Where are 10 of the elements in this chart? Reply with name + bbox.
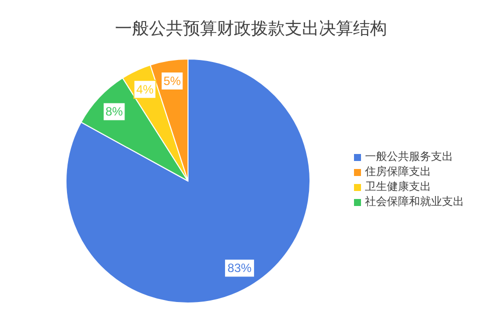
legend-label: 住房保障支出 [365,166,431,178]
data-label: 5% [163,74,182,88]
legend-label: 社会保障和就业支出 [365,196,464,208]
legend-label: 一般公共服务支出 [365,151,453,163]
data-label: 83% [228,261,252,276]
legend-label: 卫生健康支出 [365,181,431,193]
data-label: 8% [106,104,124,119]
chart-title: 一般公共预算财政拨款支出决算结构 [114,18,388,40]
data-label: 4% [136,82,154,96]
pie-slice [66,58,310,304]
